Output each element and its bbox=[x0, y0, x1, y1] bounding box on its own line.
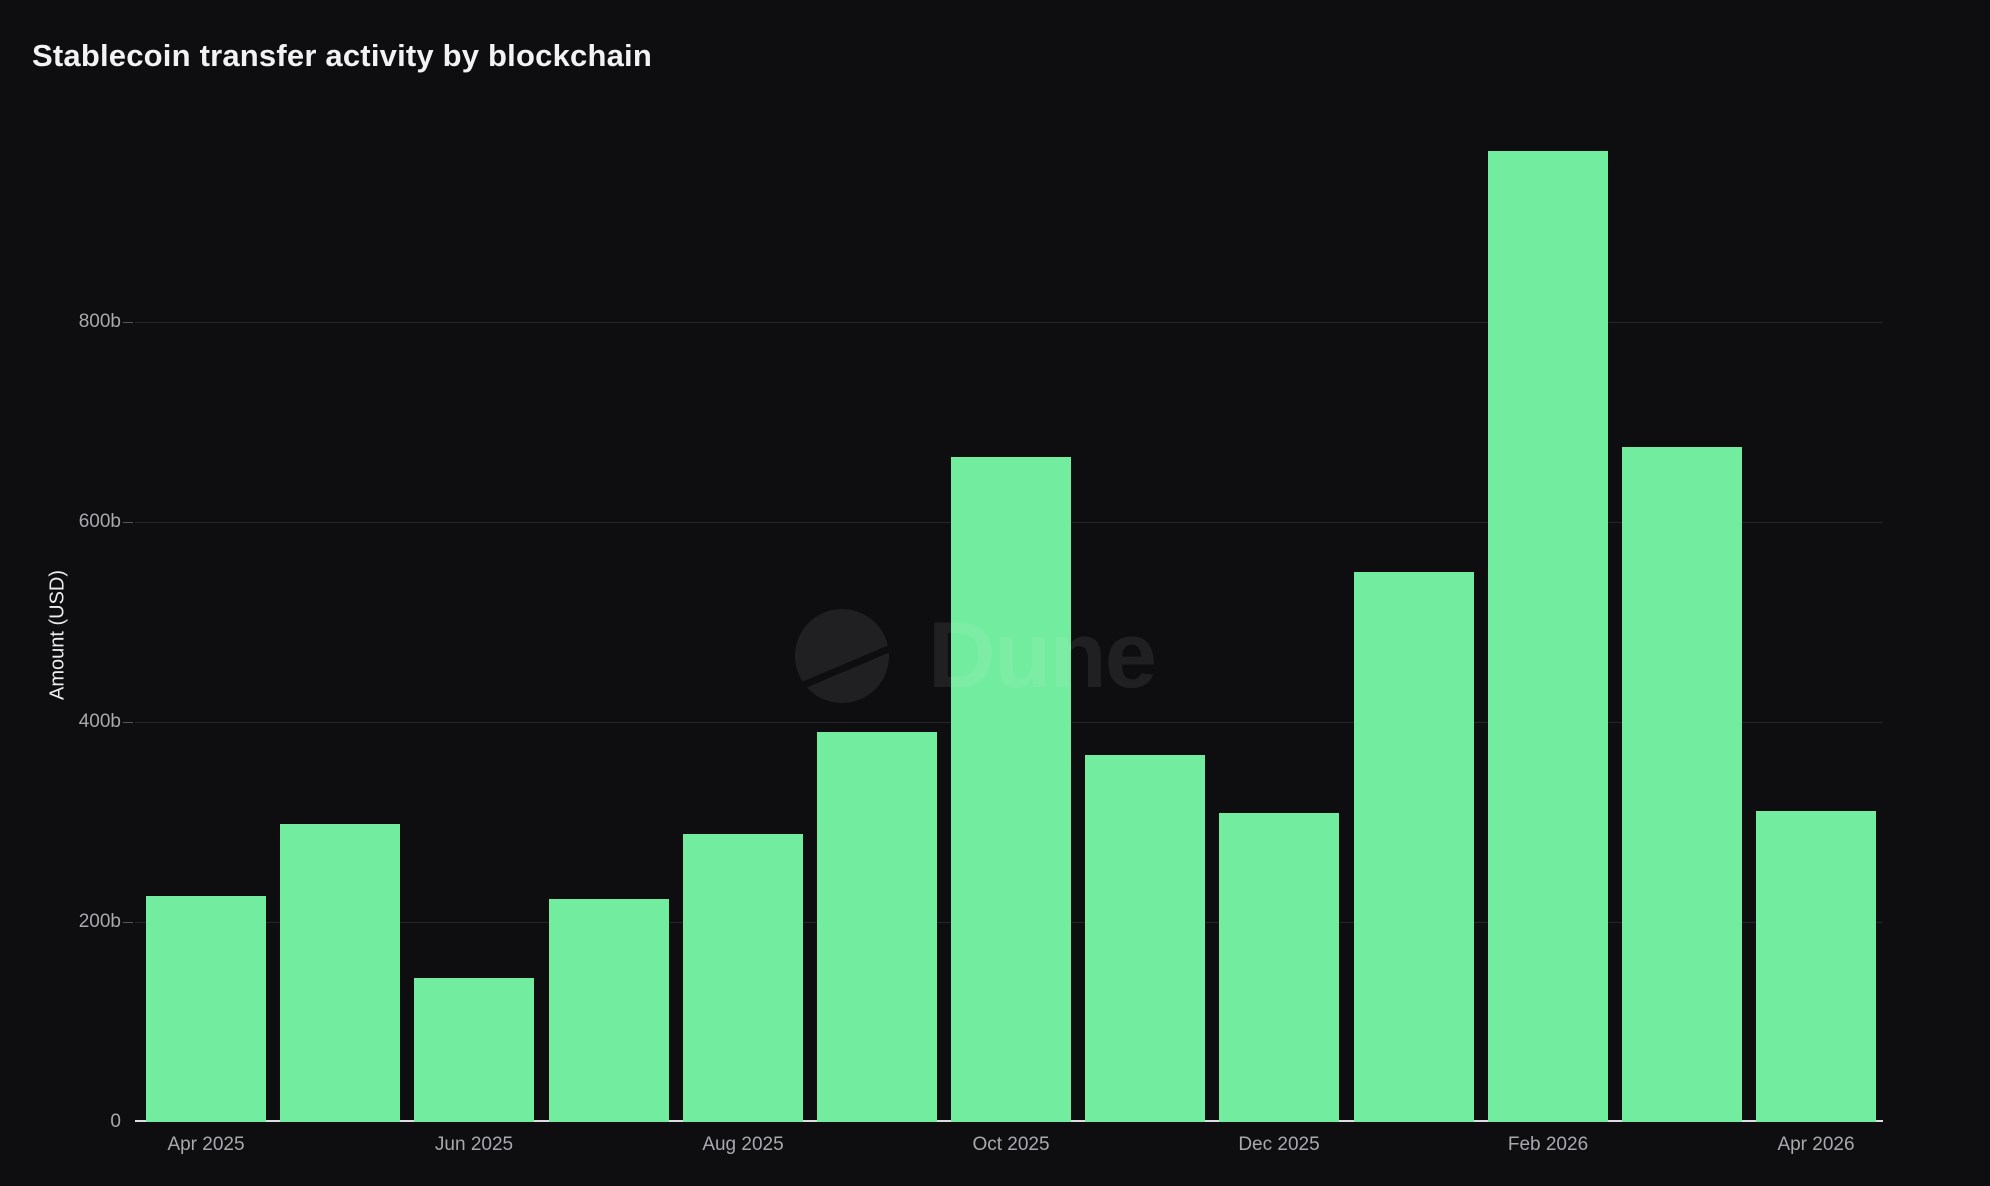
bar-apr-2026[interactable] bbox=[1756, 811, 1876, 1122]
y-tick-label-400b: 400b bbox=[78, 711, 121, 732]
x-tick-label-dec-2025: Dec 2025 bbox=[1238, 1134, 1320, 1155]
x-tick-label-apr-2025: Apr 2025 bbox=[167, 1134, 245, 1155]
y-tick-label-600b: 600b bbox=[78, 511, 121, 532]
gridline-800b bbox=[135, 321, 1883, 323]
y-tick-mark-400b bbox=[123, 721, 133, 723]
bar-aug-2025[interactable] bbox=[683, 834, 803, 1122]
y-tick-mark-600b bbox=[123, 521, 133, 523]
bar-sep-2025[interactable] bbox=[817, 732, 937, 1122]
x-tick-label-aug-2025: Aug 2025 bbox=[702, 1134, 784, 1155]
bar-dec-2025[interactable] bbox=[1219, 813, 1339, 1122]
y-tick-mark-200b bbox=[123, 921, 133, 923]
dune-logo-slash bbox=[795, 640, 889, 695]
x-tick-label-jun-2025: Jun 2025 bbox=[434, 1134, 514, 1155]
y-tick-label-800b: 800b bbox=[78, 311, 121, 332]
y-tick-mark-800b bbox=[123, 321, 133, 323]
bar-feb-2026[interactable] bbox=[1488, 151, 1608, 1122]
bar-jan-2026[interactable] bbox=[1354, 572, 1474, 1122]
bar-mar-2026[interactable] bbox=[1622, 447, 1742, 1122]
x-tick-label-feb-2026: Feb 2026 bbox=[1507, 1134, 1589, 1155]
y-tick-label-0: 0 bbox=[110, 1111, 121, 1132]
bar-jun-2025[interactable] bbox=[414, 978, 534, 1122]
dune-logo-icon bbox=[795, 609, 889, 703]
chart-title: Stablecoin transfer activity by blockcha… bbox=[32, 38, 652, 73]
y-axis-title: Amount (USD) bbox=[46, 569, 69, 701]
bar-oct-2025[interactable] bbox=[951, 457, 1071, 1122]
bar-jul-2025[interactable] bbox=[549, 899, 669, 1122]
bar-nov-2025[interactable] bbox=[1085, 755, 1205, 1122]
y-tick-label-200b: 200b bbox=[78, 911, 121, 932]
x-tick-label-apr-2026: Apr 2026 bbox=[1777, 1134, 1855, 1155]
bar-may-2025[interactable] bbox=[280, 824, 400, 1122]
bar-apr-2025[interactable] bbox=[146, 896, 266, 1122]
x-tick-label-oct-2025: Oct 2025 bbox=[972, 1134, 1050, 1155]
